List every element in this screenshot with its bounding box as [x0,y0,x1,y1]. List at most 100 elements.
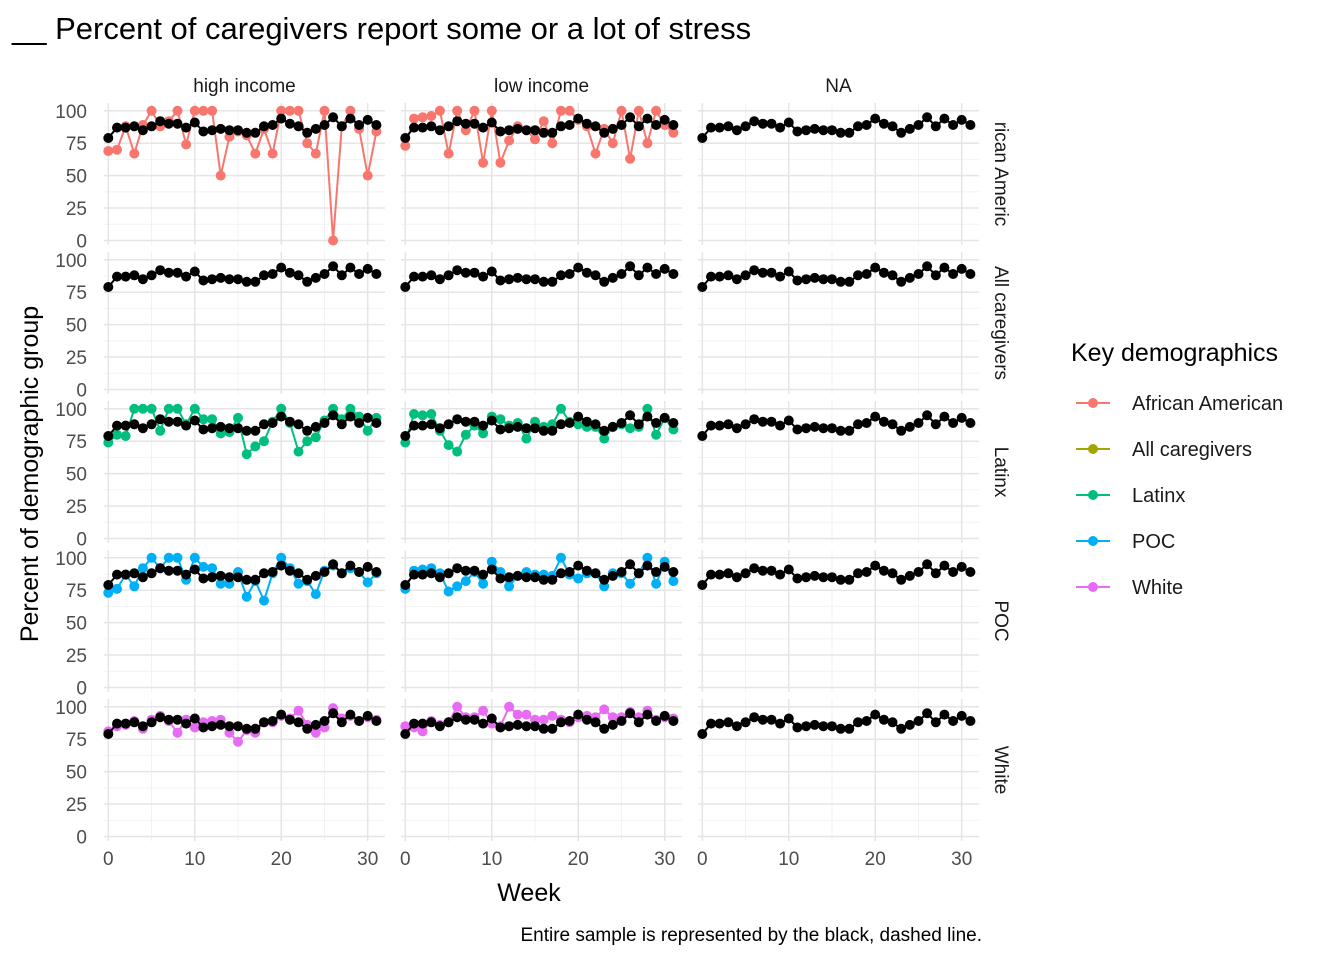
entire-sample-point [328,708,339,719]
entire-sample-point [400,133,411,143]
entire-sample-point [878,714,889,725]
entire-sample-point [599,127,610,138]
entire-sample-point [172,714,183,725]
entire-sample-point [189,713,200,724]
entire-sample-point [250,574,261,585]
entire-sample-point [714,569,725,580]
entire-sample-point [714,420,725,431]
entire-sample-series [697,112,976,143]
entire-sample-point [284,267,295,278]
entire-sample-point [835,723,846,734]
latinx-point [345,403,356,414]
y-tick-label: 100 [55,549,87,570]
entire-sample-point [129,568,140,579]
latinx-point [207,414,218,425]
entire-sample-point [452,712,463,723]
entire-sample-point [495,424,506,435]
african-american-point [328,235,339,246]
entire-sample-point [642,411,653,422]
legend-key-point [1088,444,1098,454]
entire-sample-point [521,125,532,136]
entire-sample-point [896,574,907,585]
entire-sample-point [293,270,304,281]
entire-sample-point [284,714,295,725]
entire-sample-point [250,425,261,436]
african-american-point [362,170,373,181]
entire-sample-point [443,270,454,281]
entire-sample-point [362,263,373,274]
entire-sample-point [651,418,662,428]
entire-sample-series [103,410,382,441]
entire-sample-point [731,423,742,434]
entire-sample-point [103,580,114,590]
entire-sample-point [723,568,734,579]
entire-sample-point [922,708,933,719]
african-american-point [345,105,356,116]
entire-sample-point [740,270,751,281]
african-american-point [103,146,114,156]
entire-sample-point [259,121,269,132]
entire-sample-point [215,272,226,283]
entire-sample-point [766,565,777,576]
entire-sample-point [241,723,252,734]
y-tick-label: 50 [66,465,87,486]
y-tick-label: 25 [66,795,87,816]
entire-sample-point [426,717,437,728]
panel-all-caregivers-high-income [103,252,385,394]
entire-sample-point [625,559,636,570]
entire-sample-point [328,112,339,123]
african-american-point [443,148,454,159]
african-american-point [129,148,140,159]
entire-sample-point [835,276,846,287]
entire-sample-point [904,272,915,283]
poc-point [556,552,566,563]
entire-sample-point [362,710,373,721]
legend-label: All caregivers [1132,439,1252,461]
entire-sample-point [887,270,898,281]
x-tick-label: 0 [103,849,114,870]
entire-sample-point [336,121,347,132]
entire-sample-point [775,569,786,580]
entire-sample-point [809,570,820,581]
latinx-point [478,428,489,439]
entire-sample-point [801,572,812,583]
latinx-point [625,423,636,434]
entire-sample-point [965,269,976,279]
entire-sample-point [241,127,252,138]
panel-white-low-income [400,699,682,841]
panel-african-american-na [697,103,979,245]
latinx-point [556,403,566,414]
entire-sample-point [757,416,768,427]
entire-sample-point [426,568,437,579]
african-american-point [625,153,636,164]
african-american-point [556,105,566,116]
y-tick-label: 100 [55,102,87,123]
entire-sample-point [486,713,497,724]
entire-sample-point [775,271,786,282]
entire-sample-point [137,274,148,285]
poc-point [310,589,321,600]
entire-sample-point [354,269,365,279]
entire-sample-point [434,721,445,732]
entire-sample-point [452,116,463,127]
entire-sample-point [146,270,157,281]
african-american-point [400,140,411,151]
entire-sample-point [809,272,820,283]
entire-sample-point [400,580,411,590]
entire-sample-point [233,274,243,285]
entire-sample-point [345,709,356,720]
entire-sample-point [590,121,601,132]
entire-sample-point [835,574,846,585]
entire-sample-point [668,567,679,577]
y-tick-label: 25 [66,199,87,220]
poc-point [642,552,653,563]
entire-sample-point [547,127,558,138]
entire-sample-point [538,425,549,436]
white-point [293,705,304,716]
entire-sample-point [434,423,445,434]
entire-sample-point [633,121,644,132]
entire-sample-point [163,714,174,725]
entire-sample-point [452,265,463,276]
entire-sample-series [103,112,382,143]
entire-sample-point [137,721,148,732]
